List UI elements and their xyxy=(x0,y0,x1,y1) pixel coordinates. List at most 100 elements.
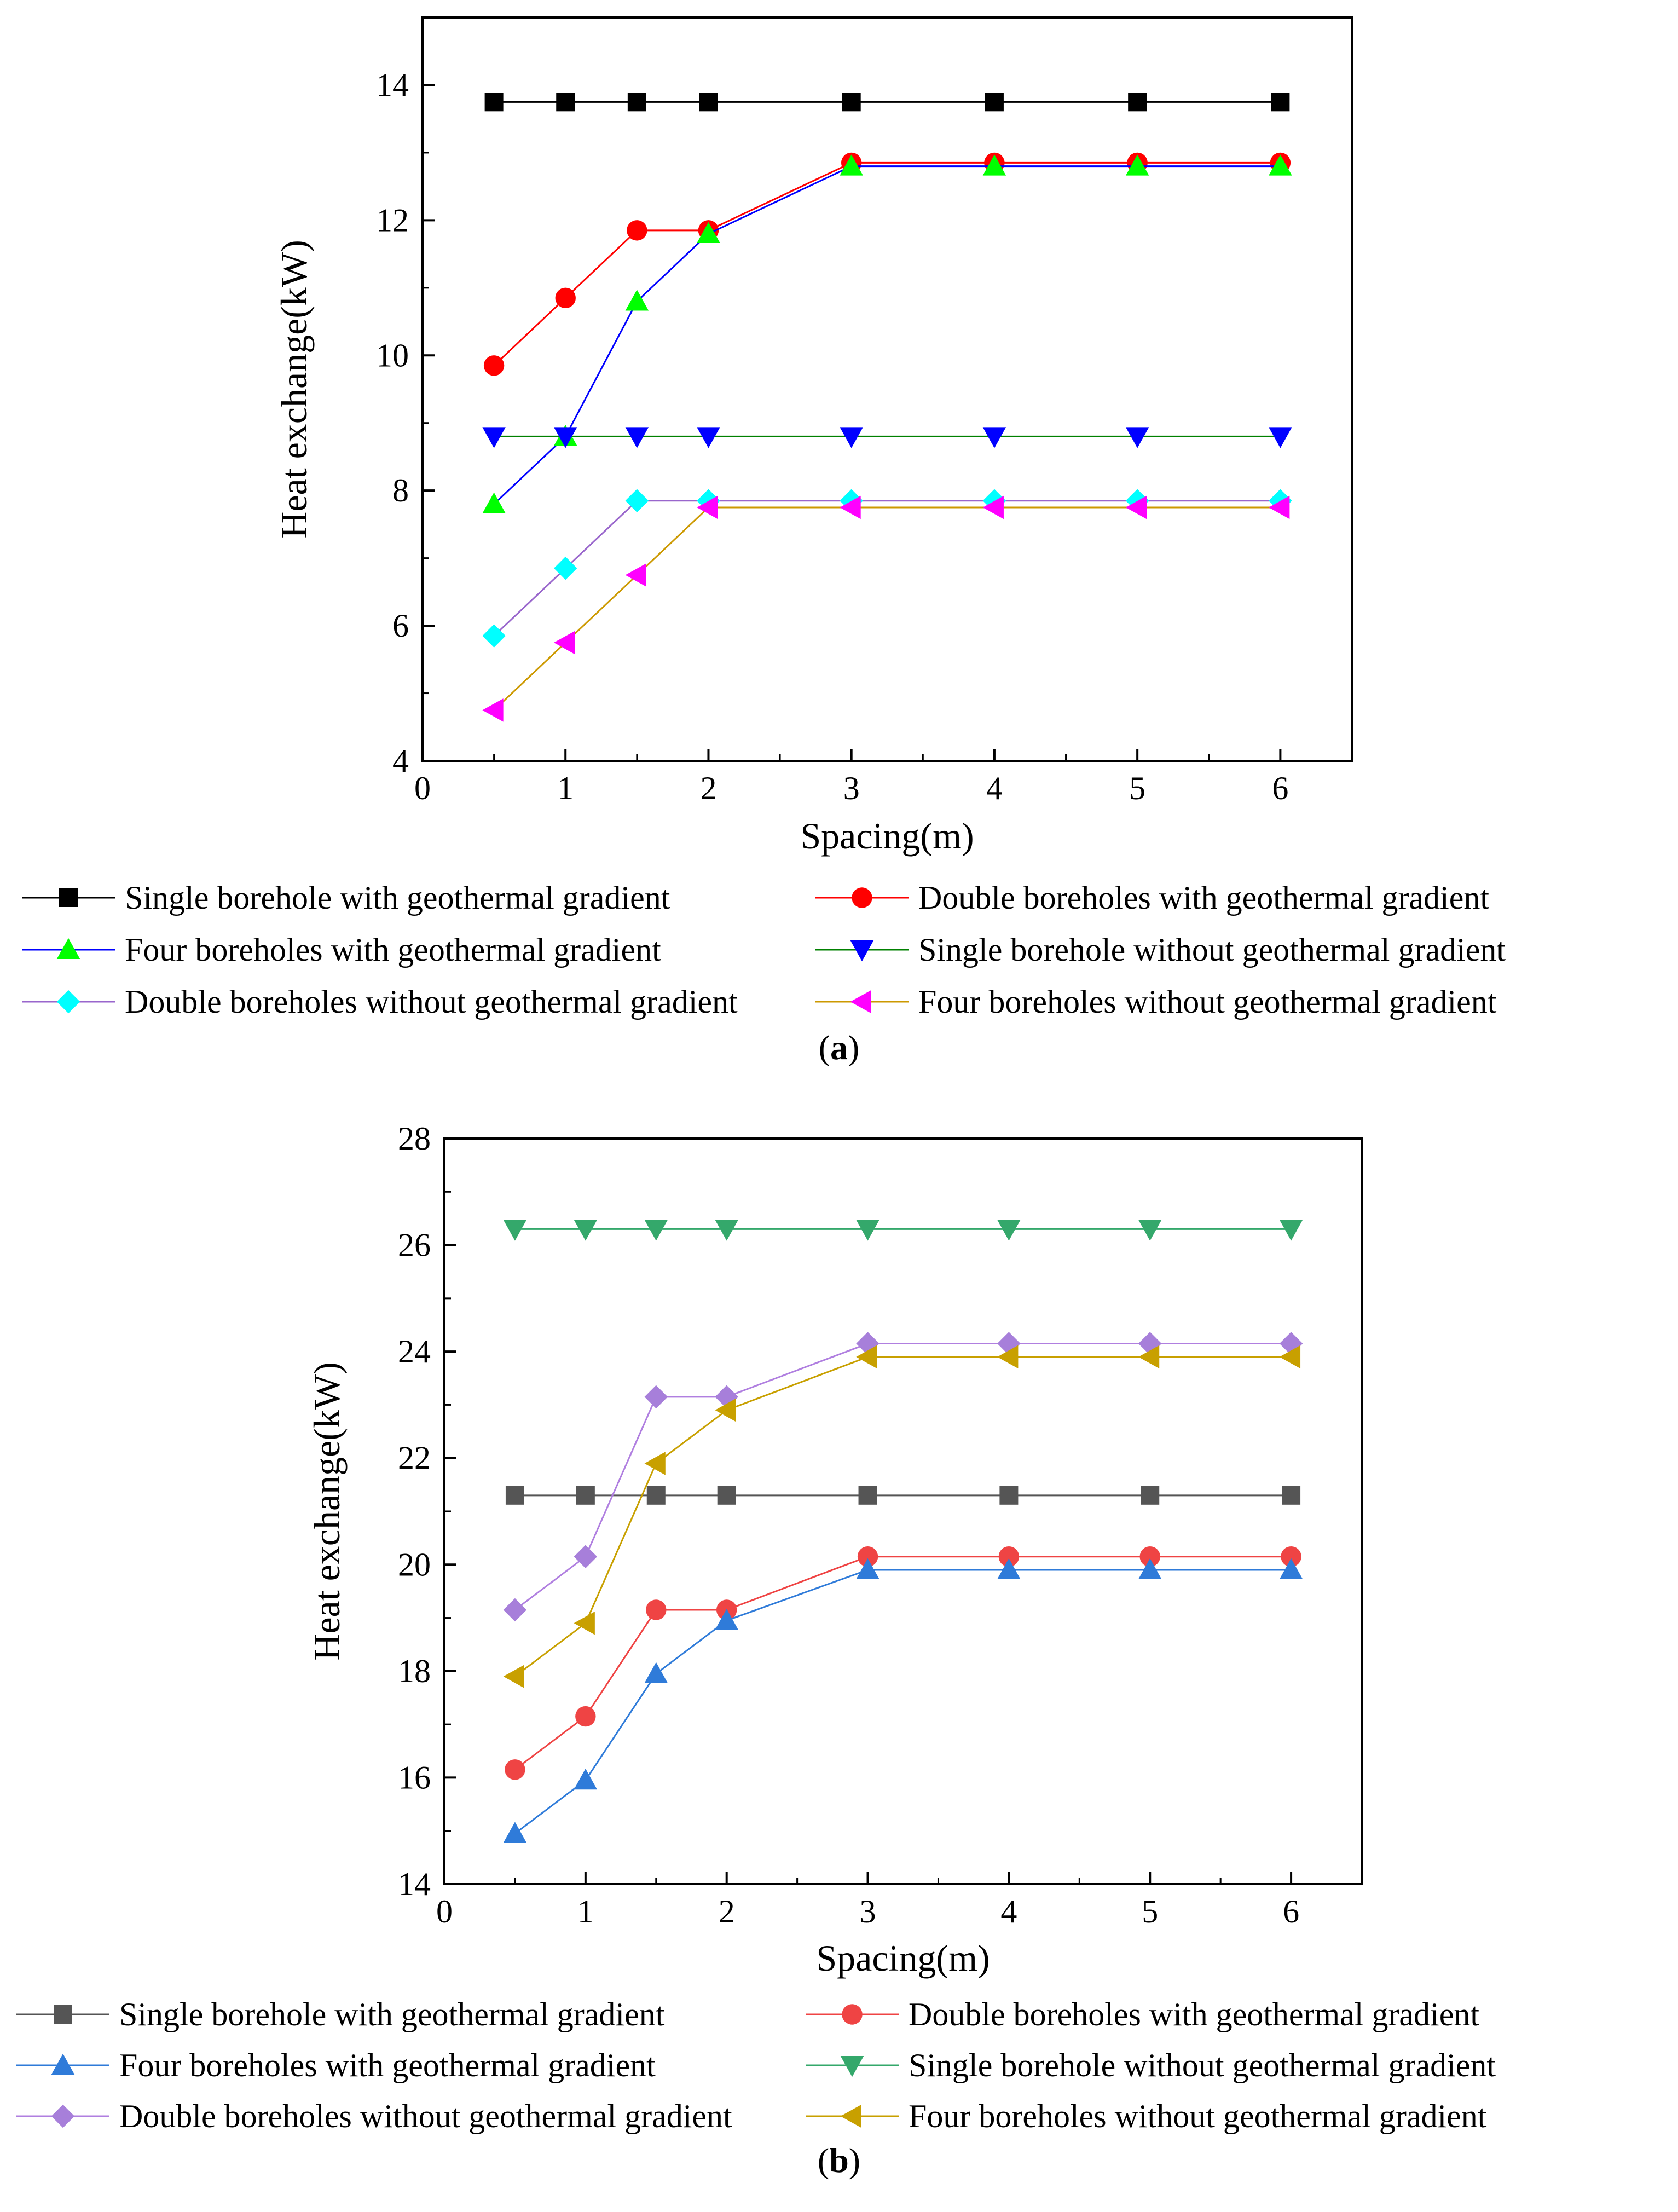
data-point xyxy=(553,556,577,580)
y-tick-label: 8 xyxy=(392,472,409,509)
y-tick-label: 14 xyxy=(376,67,409,103)
x-tick-label: 0 xyxy=(414,770,431,806)
legend-marker xyxy=(852,887,872,908)
data-point xyxy=(697,495,718,519)
legend-label: Four boreholes with geothermal gradient xyxy=(125,932,661,968)
data-point xyxy=(697,427,720,448)
data-point xyxy=(503,1822,527,1843)
y-tick-label: 26 xyxy=(398,1227,431,1263)
data-point xyxy=(503,1220,527,1241)
data-point xyxy=(1269,495,1290,519)
data-point xyxy=(553,631,575,655)
legend-marker xyxy=(840,2104,861,2128)
x-axis-title: Spacing(m) xyxy=(800,815,974,857)
x-tick-label: 6 xyxy=(1283,1893,1299,1930)
data-point xyxy=(1269,154,1292,176)
legend-label: Four boreholes without geothermal gradie… xyxy=(918,984,1497,1020)
x-axis-title: Spacing(m) xyxy=(816,1937,990,1979)
data-point xyxy=(627,220,647,241)
legend-item: Double boreholes with geothermal gradien… xyxy=(815,880,1489,916)
series-line xyxy=(514,1569,1292,1834)
data-point xyxy=(482,492,506,513)
legend-item: Single borehole with geothermal gradient xyxy=(16,1996,665,2032)
data-point xyxy=(982,495,1004,519)
data-point xyxy=(556,93,575,112)
series-6 xyxy=(503,1345,1301,1688)
series-3 xyxy=(503,1558,1303,1843)
data-point xyxy=(625,489,649,512)
caption-letter: a xyxy=(830,1028,848,1067)
data-point xyxy=(482,698,504,722)
legend-label: Four boreholes without geothermal gradie… xyxy=(909,2098,1487,2134)
plot-frame xyxy=(443,1137,1363,1885)
data-point xyxy=(982,154,1006,176)
data-point xyxy=(1271,93,1290,112)
data-point xyxy=(840,427,863,448)
data-point xyxy=(483,355,505,376)
data-point xyxy=(503,1665,524,1688)
x-tick-label: 6 xyxy=(1272,770,1288,806)
x-tick-label: 3 xyxy=(860,1893,876,1930)
legend-label: Four boreholes with geothermal gradient xyxy=(119,2047,656,2083)
legend-marker xyxy=(51,2104,75,2128)
legend-item: Double boreholes with geothermal gradien… xyxy=(806,1996,1479,2032)
data-point xyxy=(717,1486,736,1505)
y-tick-label: 18 xyxy=(398,1653,431,1689)
series-4 xyxy=(503,1220,1303,1241)
caption-close: ) xyxy=(849,2141,860,2180)
legend-label: Single borehole with geothermal gradient xyxy=(125,880,670,916)
series-line xyxy=(493,161,1281,366)
caption-close: ) xyxy=(848,1028,859,1067)
legend-marker xyxy=(842,2004,863,2025)
legend-marker xyxy=(51,2053,75,2075)
data-point xyxy=(576,1486,595,1505)
y-tick-label: 20 xyxy=(398,1546,431,1583)
data-point xyxy=(1282,1486,1301,1505)
y-tick-label: 12 xyxy=(376,202,409,238)
data-point xyxy=(856,1220,879,1241)
data-point xyxy=(1279,1220,1303,1241)
data-point xyxy=(1138,1345,1160,1369)
caption-open: ( xyxy=(819,1028,830,1067)
legend-label: Double boreholes with geothermal gradien… xyxy=(918,880,1489,916)
data-point xyxy=(699,93,718,112)
data-point xyxy=(1269,427,1292,448)
data-point xyxy=(840,154,863,176)
x-tick-label: 2 xyxy=(719,1893,735,1930)
data-point xyxy=(858,1486,877,1505)
data-point xyxy=(644,1220,668,1241)
data-point xyxy=(1138,1220,1162,1241)
data-point xyxy=(842,93,861,112)
legend-marker xyxy=(840,2056,864,2077)
data-point xyxy=(715,1398,736,1422)
data-point xyxy=(715,1609,738,1630)
legend-item: Four boreholes with geothermal gradient xyxy=(16,2047,656,2083)
legend-marker xyxy=(59,888,78,907)
data-point xyxy=(575,1706,596,1727)
y-axis-title: Heat exchange(kW) xyxy=(273,240,315,539)
data-point xyxy=(503,1598,527,1622)
data-point xyxy=(484,93,504,112)
data-point xyxy=(574,1769,598,1790)
data-point xyxy=(644,1662,668,1683)
series-6 xyxy=(482,495,1290,722)
x-tick-label: 5 xyxy=(1129,770,1145,806)
y-tick-label: 28 xyxy=(398,1121,431,1157)
series-5 xyxy=(503,1332,1303,1622)
data-point xyxy=(982,427,1006,448)
data-point xyxy=(627,93,646,112)
data-point xyxy=(985,93,1004,112)
legend-label: Double boreholes with geothermal gradien… xyxy=(909,1996,1479,2032)
legend-item: Double boreholes without geothermal grad… xyxy=(22,984,738,1020)
data-point xyxy=(555,287,576,309)
legend-marker xyxy=(56,938,80,959)
legend-marker xyxy=(54,2005,72,2024)
panel-caption: (a) xyxy=(819,1028,860,1067)
y-tick-label: 22 xyxy=(398,1440,431,1476)
x-tick-label: 1 xyxy=(557,770,574,806)
series-line xyxy=(493,500,1281,637)
data-point xyxy=(646,1486,666,1505)
legend-label: Single borehole without geothermal gradi… xyxy=(909,2047,1496,2083)
y-tick-label: 14 xyxy=(398,1866,431,1902)
